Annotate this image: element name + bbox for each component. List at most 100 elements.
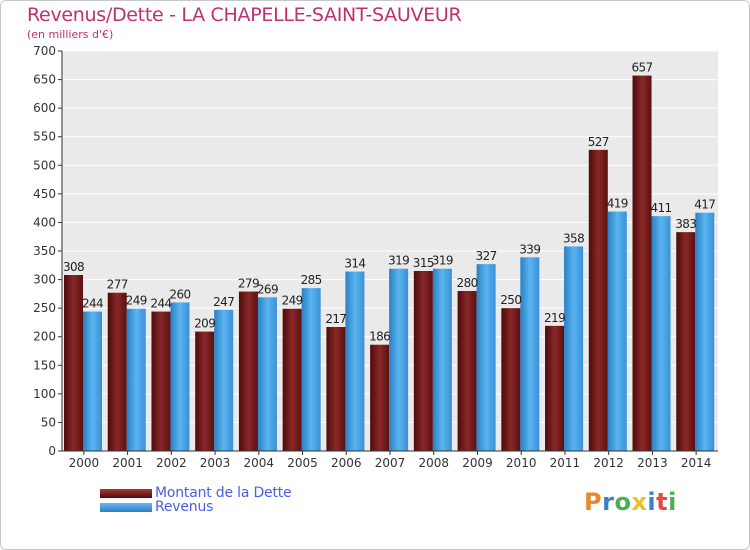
data-label-dette: 186 (369, 330, 390, 344)
x-tick-label: 2002 (156, 456, 187, 470)
bar-revenus (389, 268, 409, 451)
data-label-dette: 217 (325, 312, 346, 326)
data-label-dette: 280 (457, 276, 478, 290)
bar-revenus (126, 308, 146, 451)
bar-dette (501, 308, 521, 451)
x-tick-label: 2004 (244, 456, 275, 470)
x-tick-label: 2007 (375, 456, 406, 470)
data-label-revenus: 260 (169, 287, 190, 301)
data-label-dette: 249 (282, 294, 303, 308)
y-tick-label: 50 (41, 415, 56, 429)
bar-dette (238, 291, 258, 451)
x-tick-label: 2014 (681, 456, 712, 470)
chart-title: Revenus/Dette - LA CHAPELLE-SAINT-SAUVEU… (27, 4, 462, 26)
data-label-dette: 308 (63, 260, 84, 274)
data-label-revenus: 417 (694, 198, 715, 212)
logo-letter: i (647, 488, 657, 516)
y-tick-label: 250 (33, 301, 56, 315)
chart-subtitle: (en milliers d'€) (27, 28, 114, 41)
proxiti-logo: Proxiti (584, 488, 677, 516)
bar-revenus (520, 257, 540, 451)
x-tick-label: 2012 (593, 456, 624, 470)
legend-swatch-revenus (100, 503, 152, 512)
bar-revenus (214, 309, 234, 451)
data-label-dette: 244 (150, 297, 171, 311)
y-tick-label: 650 (33, 73, 56, 87)
legend-swatch-dette (100, 489, 152, 498)
data-label-dette: 279 (238, 277, 259, 291)
data-label-dette: 209 (194, 317, 215, 331)
bar-revenus (695, 212, 715, 451)
legend-label-dette: Montant de la Dette (155, 485, 292, 501)
y-tick-label: 350 (33, 244, 56, 258)
bar-revenus (607, 211, 627, 451)
data-label-dette: 383 (675, 217, 696, 231)
bar-revenus (345, 271, 365, 451)
y-tick-label: 400 (33, 215, 56, 229)
data-label-revenus: 411 (650, 201, 671, 215)
bar-dette (107, 292, 127, 451)
bar-revenus (476, 264, 496, 451)
data-label-revenus: 314 (344, 257, 365, 271)
data-label-dette: 527 (588, 135, 609, 149)
x-tick-label: 2013 (637, 456, 668, 470)
logo-letter: o (614, 488, 632, 516)
data-label-dette: 277 (107, 278, 128, 292)
data-label-dette: 315 (413, 256, 434, 270)
logo-letter: i (668, 488, 677, 516)
y-tick-label: 100 (33, 387, 56, 401)
y-tick-label: 700 (33, 44, 56, 58)
data-label-revenus: 327 (476, 249, 497, 263)
bar-dette (413, 271, 433, 451)
bar-dette (457, 291, 477, 451)
data-label-revenus: 319 (388, 254, 409, 268)
logo-letter: x (631, 488, 648, 516)
bar-dette (632, 75, 652, 452)
data-label-revenus: 285 (301, 273, 322, 287)
logo-letter: r (602, 488, 615, 516)
data-label-revenus: 419 (607, 197, 628, 211)
x-tick-label: 2011 (550, 456, 581, 470)
y-tick-label: 600 (33, 101, 56, 115)
x-tick-label: 2009 (462, 456, 493, 470)
data-label-revenus: 319 (432, 254, 453, 268)
data-label-revenus: 358 (563, 231, 584, 245)
logo-letter: P (584, 488, 603, 516)
y-tick-label: 450 (33, 187, 56, 201)
x-tick-label: 2008 (418, 456, 449, 470)
y-tick-label: 200 (33, 330, 56, 344)
legend-label-revenus: Revenus (155, 499, 214, 515)
bar-revenus (432, 268, 452, 451)
y-tick-label: 150 (33, 358, 56, 372)
x-tick-label: 2005 (287, 456, 318, 470)
data-label-revenus: 247 (213, 295, 234, 309)
data-label-revenus: 269 (257, 282, 278, 296)
bar-dette (195, 331, 215, 451)
x-tick-label: 2000 (69, 456, 100, 470)
bar-dette (326, 327, 346, 451)
bar-dette (588, 149, 608, 451)
data-label-dette: 250 (500, 293, 521, 307)
bar-revenus (83, 311, 102, 451)
bar-revenus (564, 246, 584, 451)
x-tick-label: 2003 (200, 456, 231, 470)
data-label-revenus: 339 (519, 242, 540, 256)
bar-dette (151, 311, 171, 451)
x-tick-label: 2001 (112, 456, 143, 470)
y-tick-label: 300 (33, 273, 56, 287)
x-tick-label: 2006 (331, 456, 362, 470)
bar-revenus (301, 288, 321, 451)
y-tick-label: 500 (33, 158, 56, 172)
x-tick-label: 2010 (506, 456, 537, 470)
bar-dette (64, 275, 83, 451)
logo-letter: t (656, 488, 669, 516)
bar-dette (282, 308, 302, 451)
data-label-dette: 219 (544, 311, 565, 325)
y-tick-label: 0 (48, 444, 56, 458)
bar-dette (545, 325, 565, 451)
bar-revenus (651, 216, 671, 451)
data-label-revenus: 249 (126, 294, 147, 308)
data-label-dette: 657 (631, 61, 652, 75)
data-label-revenus: 244 (82, 297, 103, 311)
